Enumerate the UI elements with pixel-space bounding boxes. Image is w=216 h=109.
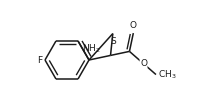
Text: S: S: [110, 37, 116, 46]
Text: O: O: [130, 21, 137, 30]
Text: CH$_3$: CH$_3$: [158, 68, 177, 81]
Text: NH$_2$: NH$_2$: [82, 43, 100, 55]
Text: O: O: [140, 59, 147, 68]
Text: F: F: [37, 55, 42, 65]
